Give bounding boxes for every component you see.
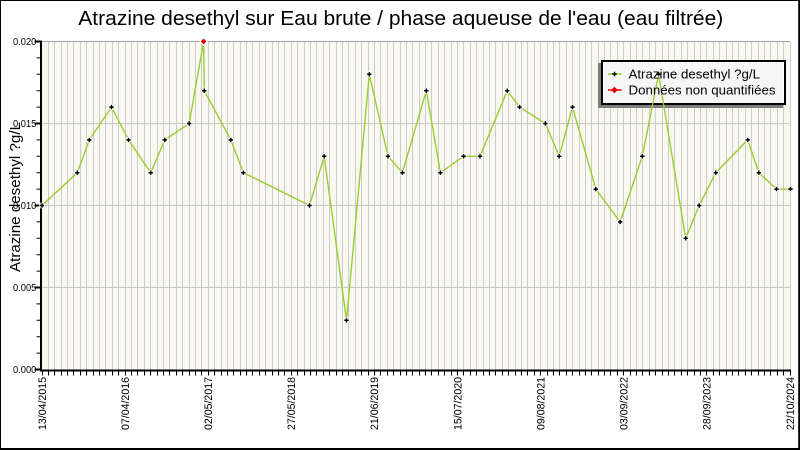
svg-text:Atrazine desethyl ?g/L: Atrazine desethyl ?g/L [629, 67, 761, 82]
svg-text:09/08/2021: 09/08/2021 [536, 377, 548, 430]
svg-text:Atrazine desethyl ?g/L: Atrazine desethyl ?g/L [8, 122, 24, 272]
svg-text:15/07/2020: 15/07/2020 [452, 377, 464, 430]
svg-text:27/05/2018: 27/05/2018 [286, 377, 298, 430]
svg-text:22/10/2024: 22/10/2024 [785, 377, 797, 430]
svg-text:0.015: 0.015 [13, 119, 37, 130]
svg-text:Atrazine desethyl sur Eau brut: Atrazine desethyl sur Eau brute / phase … [78, 8, 723, 30]
svg-text:0.000: 0.000 [13, 365, 37, 376]
svg-text:28/09/2023: 28/09/2023 [702, 377, 714, 430]
svg-text:07/04/2016: 07/04/2016 [120, 377, 132, 430]
svg-text:0.010: 0.010 [13, 201, 37, 212]
svg-text:13/04/2015: 13/04/2015 [37, 377, 49, 430]
svg-text:Données non quantifiées: Données non quantifiées [629, 83, 776, 98]
svg-text:21/06/2019: 21/06/2019 [369, 377, 381, 430]
svg-text:0.005: 0.005 [13, 283, 37, 294]
svg-text:02/05/2017: 02/05/2017 [203, 377, 215, 430]
svg-text:0.020: 0.020 [13, 37, 37, 48]
svg-text:03/09/2022: 03/09/2022 [619, 377, 631, 430]
